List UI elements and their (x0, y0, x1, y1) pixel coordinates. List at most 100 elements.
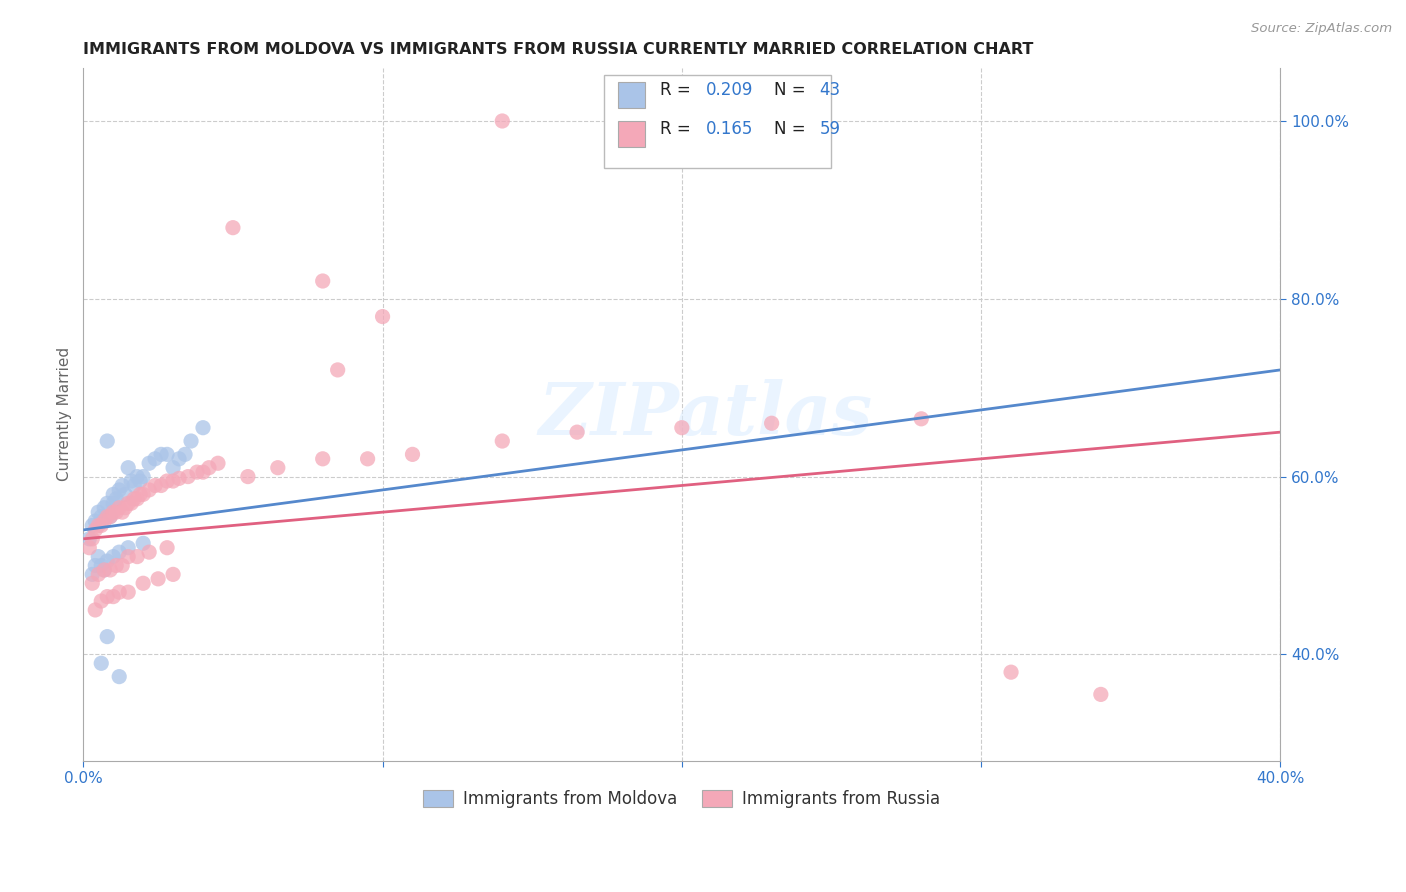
Point (93, 500, 115, 515)
Point (312, 451, 335, 466)
Point (117, 549, 139, 564)
Point (120, 474, 142, 488)
Point (132, 469, 155, 483)
Point (156, 474, 179, 488)
Point (93, 514, 115, 528)
FancyBboxPatch shape (605, 75, 831, 169)
Point (371, 310, 394, 324)
Point (103, 505, 125, 519)
Point (96, 509, 118, 524)
Point (103, 590, 125, 604)
Point (108, 585, 131, 599)
Point (87, 549, 110, 564)
Point (565, 425, 588, 439)
Point (138, 545, 160, 559)
Point (132, 536, 155, 550)
Point (129, 474, 152, 488)
Point (82, 532, 104, 546)
Point (267, 460, 290, 475)
Point (96, 630, 118, 644)
Point (138, 483, 160, 497)
Point (96, 590, 118, 604)
Point (356, 451, 378, 466)
Point (156, 447, 179, 461)
Point (401, 447, 423, 461)
Point (127, 469, 149, 483)
Point (326, 363, 349, 377)
Point (103, 549, 125, 564)
Point (162, 460, 184, 475)
Text: 0.209: 0.209 (706, 81, 754, 99)
Point (132, 576, 155, 591)
Point (138, 456, 160, 470)
Point (312, 274, 335, 288)
Point (87, 518, 110, 533)
Point (236, 469, 259, 483)
Point (105, 505, 128, 519)
Point (117, 585, 139, 599)
Point (93, 563, 115, 577)
Point (117, 496, 139, 510)
Point (84, 523, 107, 537)
Point (108, 500, 131, 515)
Point (167, 471, 190, 485)
Point (105, 558, 128, 573)
Point (150, 478, 173, 492)
Point (186, 465, 208, 479)
Point (84, 558, 107, 573)
Text: R =: R = (661, 81, 696, 99)
Point (108, 483, 131, 497)
Text: 59: 59 (820, 120, 841, 137)
Point (98, 509, 121, 524)
Point (167, 451, 190, 466)
FancyBboxPatch shape (619, 81, 645, 108)
Point (87, 505, 110, 519)
Point (90, 518, 112, 533)
Point (174, 447, 197, 461)
Point (1090, 687, 1112, 701)
Point (84, 514, 107, 528)
Point (98, 563, 121, 577)
Point (108, 545, 131, 559)
Point (117, 541, 139, 555)
Point (127, 491, 149, 506)
Point (156, 541, 179, 555)
Legend: Immigrants from Moldova, Immigrants from Russia: Immigrants from Moldova, Immigrants from… (416, 784, 948, 815)
Point (671, 420, 693, 434)
Point (77, 541, 100, 555)
Point (1000, 665, 1022, 680)
Point (198, 460, 221, 475)
Point (111, 558, 134, 573)
FancyBboxPatch shape (619, 121, 645, 147)
Text: 43: 43 (820, 81, 841, 99)
Point (96, 496, 118, 510)
Point (132, 487, 155, 501)
Point (90, 558, 112, 573)
Point (90, 657, 112, 671)
Point (127, 549, 149, 564)
Point (117, 460, 139, 475)
Point (96, 554, 118, 568)
Point (111, 478, 134, 492)
Point (146, 572, 169, 586)
Point (191, 420, 214, 434)
Text: 0.165: 0.165 (706, 120, 754, 137)
Point (177, 469, 200, 483)
Point (82, 518, 104, 533)
Point (761, 416, 783, 430)
Text: Source: ZipAtlas.com: Source: ZipAtlas.com (1251, 22, 1392, 36)
Text: IMMIGRANTS FROM MOLDOVA VS IMMIGRANTS FROM RUSSIA CURRENTLY MARRIED CORRELATION : IMMIGRANTS FROM MOLDOVA VS IMMIGRANTS FR… (83, 42, 1033, 57)
Point (82, 576, 104, 591)
Point (143, 478, 166, 492)
Point (122, 491, 145, 506)
Point (87, 567, 110, 582)
Point (162, 474, 184, 488)
Point (491, 114, 513, 128)
Point (111, 505, 134, 519)
Point (114, 487, 136, 501)
Point (143, 451, 166, 466)
Point (910, 412, 932, 426)
Point (129, 487, 152, 501)
Y-axis label: Currently Married: Currently Married (58, 347, 72, 482)
Point (103, 487, 125, 501)
